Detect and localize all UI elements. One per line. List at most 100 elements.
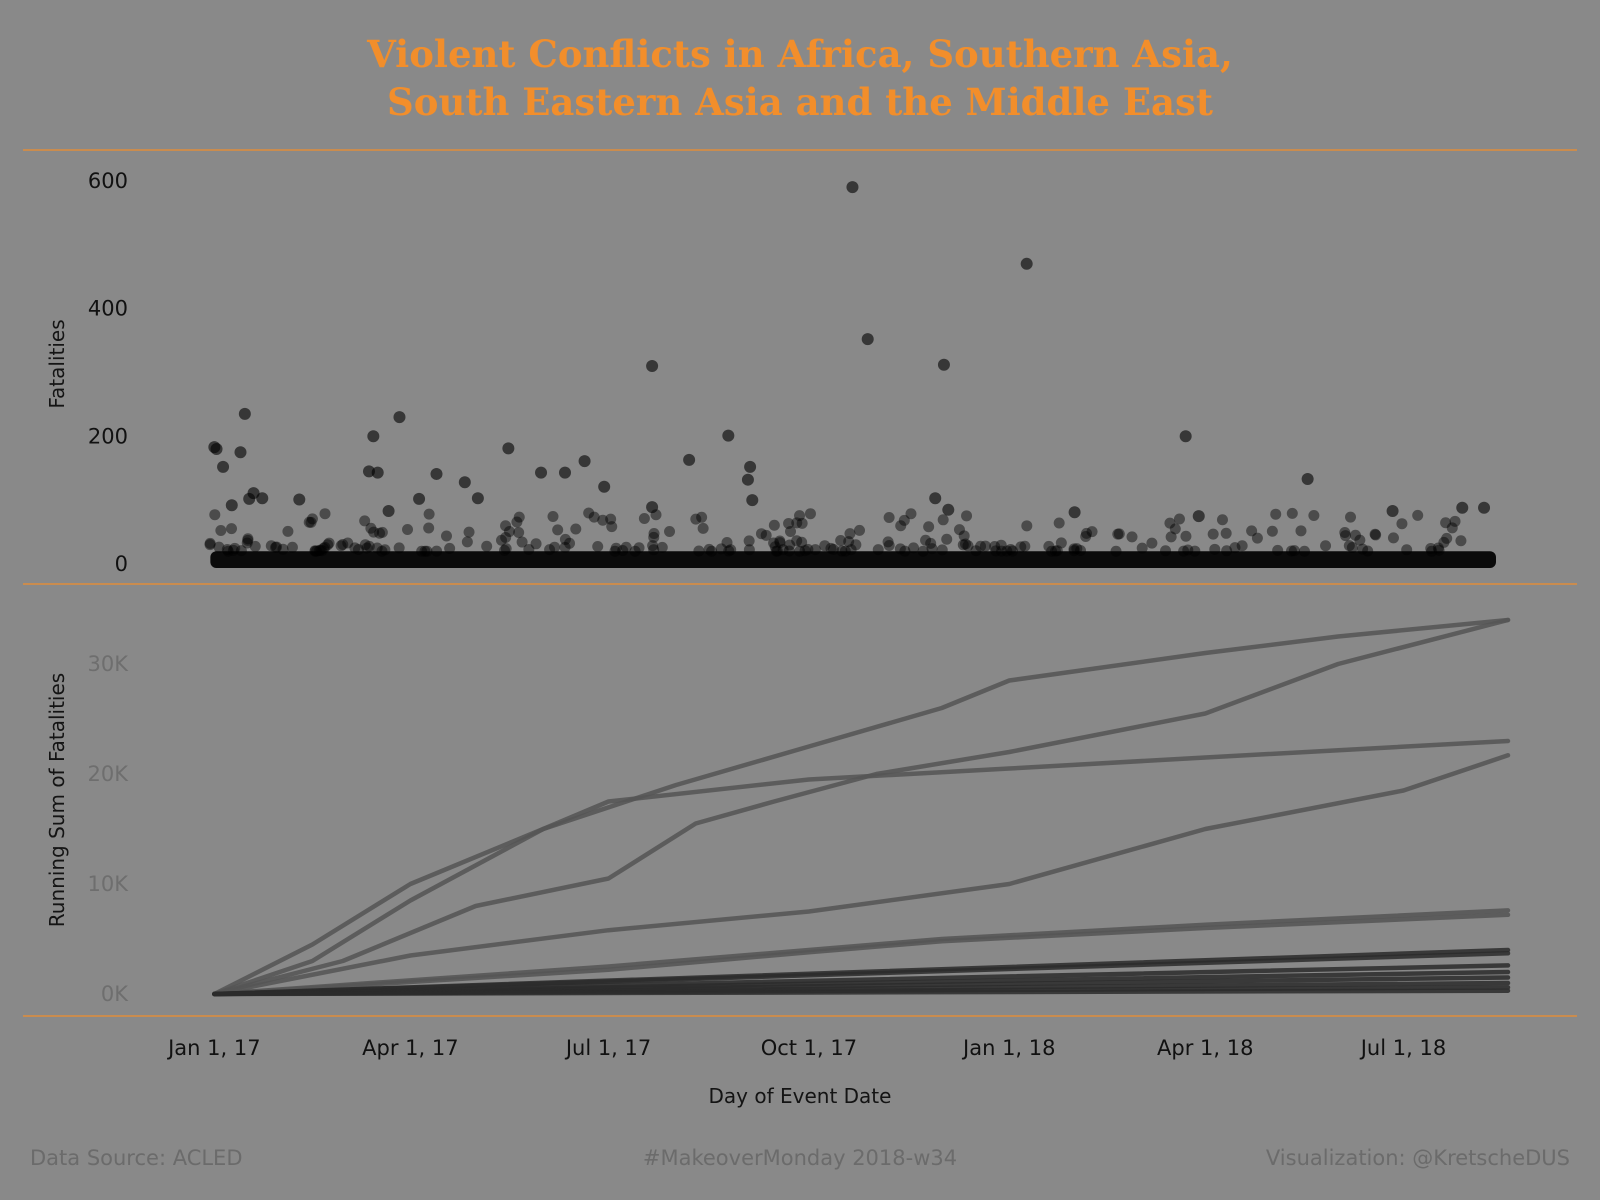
scatter-point-minor xyxy=(844,528,856,540)
scatter-point-minor xyxy=(463,526,475,538)
scatter-point xyxy=(367,430,380,443)
scatter-point-minor xyxy=(1339,530,1351,542)
scatter-point-minor xyxy=(1189,545,1201,557)
scatter-point-minor xyxy=(936,544,948,556)
scatter-point-minor xyxy=(204,539,216,551)
scatter-point-minor xyxy=(819,540,831,552)
scatter-point-minor xyxy=(1053,517,1065,529)
scatter-point-minor xyxy=(809,544,821,556)
scatter-point-minor xyxy=(306,513,318,525)
scatter-point-minor xyxy=(359,515,371,527)
scatter-point-minor xyxy=(282,525,294,537)
scatter-point-minor xyxy=(872,544,884,556)
scatter-point-minor xyxy=(606,521,618,533)
scatter-point-minor xyxy=(647,540,659,552)
scatter-point-minor xyxy=(743,535,755,547)
scatter-point-minor xyxy=(226,523,238,535)
scatter-point-minor xyxy=(1441,532,1453,544)
scatter-point-minor xyxy=(1438,536,1450,548)
scatter-point-minor xyxy=(513,511,525,523)
scatter-point-minor xyxy=(222,545,234,557)
scatter-point-minor xyxy=(516,536,528,548)
scatter-point-minor xyxy=(1178,545,1190,557)
scatter-point xyxy=(1301,473,1314,486)
scatter-point xyxy=(846,181,859,194)
dense-event-cluster xyxy=(210,551,1496,568)
scatter-point-minor xyxy=(894,543,906,555)
scatter-point-minor xyxy=(1068,545,1080,557)
scatter-point-minor xyxy=(311,545,323,557)
scatter-point xyxy=(243,492,256,505)
scatter-point-minor xyxy=(221,543,233,555)
scatter-point-minor xyxy=(1396,518,1408,530)
scatter-point-minor xyxy=(1295,525,1307,537)
scatter-point-minor xyxy=(633,542,645,554)
running-sum-line-14 xyxy=(212,988,1511,997)
scatter-point xyxy=(1456,501,1469,514)
scatter-point-minor xyxy=(1068,543,1080,555)
scatter-point-minor xyxy=(825,542,837,554)
scatter-point-minor xyxy=(1164,517,1176,529)
footer-credit: Visualization: @KretscheDUS xyxy=(1265,1146,1570,1170)
scatter-point-minor xyxy=(1160,545,1172,557)
scatter-point-minor xyxy=(1006,545,1018,557)
scatter-point-minor xyxy=(768,519,780,531)
scatter-point xyxy=(382,504,395,517)
scatter-point-minor xyxy=(1362,545,1374,557)
scatter-point-minor xyxy=(802,543,814,555)
scatter-point-minor xyxy=(1019,540,1031,552)
scatter-point-minor xyxy=(316,545,328,557)
scatter-point-minor xyxy=(1320,540,1332,552)
footer-hashtag: #MakeoverMonday 2018-w34 xyxy=(642,1146,958,1170)
scatter-point-minor xyxy=(1080,531,1092,543)
scatter-point-minor xyxy=(1086,526,1098,538)
scatter-point-minor xyxy=(920,534,932,546)
scatter-point-minor xyxy=(270,541,282,553)
scatter-point-minor xyxy=(796,536,808,548)
y-axis-title-top: Fatalities xyxy=(45,319,69,408)
scatter-point-minor xyxy=(799,545,811,557)
scatter-point-minor xyxy=(1455,535,1467,547)
scatter-point xyxy=(578,455,591,468)
x-tick-label: Jul 1, 18 xyxy=(1359,1036,1446,1060)
scatter-point-minor xyxy=(804,508,816,520)
scatter-point-minor xyxy=(1236,540,1248,552)
running-sum-line-1 xyxy=(212,617,1511,997)
scatter-point-minor xyxy=(318,542,330,554)
scatter-point-minor xyxy=(1266,525,1278,537)
scatter-point-minor xyxy=(845,544,857,556)
scatter-point-minor xyxy=(725,544,737,556)
scatter-point-minor xyxy=(500,520,512,532)
scatter-point-minor xyxy=(588,511,600,523)
scatter-point xyxy=(646,360,659,372)
scatter-point-minor xyxy=(371,542,383,554)
scatter-point-minor xyxy=(769,541,781,553)
scatter-point xyxy=(371,466,384,479)
scatter-point-minor xyxy=(715,543,727,555)
scatter-point xyxy=(471,492,484,505)
scatter-point-minor xyxy=(423,522,435,534)
y-tick-label: 30K xyxy=(88,652,130,676)
scatter-point-minor xyxy=(530,538,542,550)
scatter-point-minor xyxy=(419,545,431,557)
scatter-point-minor xyxy=(785,526,797,538)
y-tick-label: 0 xyxy=(115,552,128,576)
scatter-point-minor xyxy=(609,545,621,557)
chart-title-line-1: Violent Conflicts in Africa, Southern As… xyxy=(367,32,1233,76)
scatter-point xyxy=(217,460,230,473)
scatter-point-minor xyxy=(794,510,806,522)
scatter-point-minor xyxy=(755,528,767,540)
y-tick-label: 0K xyxy=(101,982,129,1006)
scatter-point-minor xyxy=(648,544,660,556)
scatter-point-minor xyxy=(1165,531,1177,543)
y-tick-label: 10K xyxy=(88,872,130,896)
scatter-point-minor xyxy=(393,542,405,554)
scatter-point-minor xyxy=(617,545,629,557)
scatter-point-minor xyxy=(620,541,632,553)
scatter-point-minor xyxy=(323,537,335,549)
scatter-point-minor xyxy=(570,523,582,535)
scatter-point-minor xyxy=(1449,515,1461,527)
scatter-point-minor xyxy=(242,533,254,545)
scatter-point xyxy=(1179,430,1192,443)
scatter-point-minor xyxy=(513,526,525,538)
